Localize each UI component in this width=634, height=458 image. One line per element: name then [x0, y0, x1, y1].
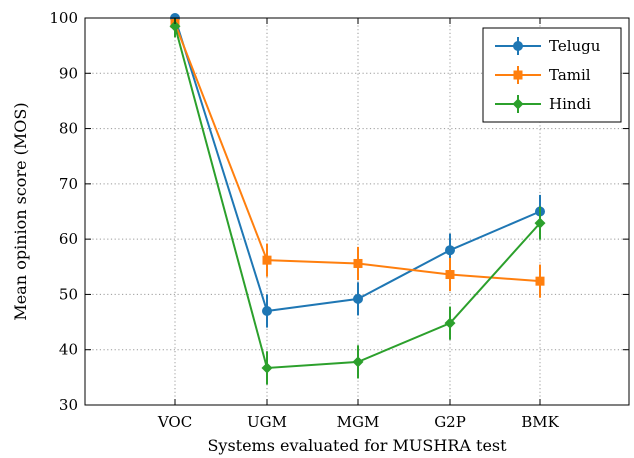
data-point — [445, 270, 455, 280]
data-point — [262, 255, 272, 265]
data-point — [353, 258, 363, 268]
series-layer — [169, 13, 546, 385]
y-axis-label: Mean opinion score (MOS) — [11, 102, 30, 320]
legend-label: Telugu — [549, 37, 601, 55]
data-point — [535, 276, 545, 286]
data-point — [262, 306, 272, 317]
legend-item-hindi: Hindi — [495, 95, 591, 113]
y-tick-label: 30 — [59, 396, 78, 414]
legend: Telugu Tamil Hindi — [482, 27, 622, 123]
y-tick-label: 100 — [49, 9, 78, 27]
data-point — [534, 217, 546, 229]
series-hindi — [169, 18, 546, 385]
legend-marker — [512, 98, 524, 110]
data-point — [444, 317, 456, 329]
y-tick-label: 60 — [59, 230, 78, 248]
grid-lines — [85, 18, 629, 405]
x-tick-label: VOC — [157, 413, 192, 431]
data-point — [445, 245, 455, 256]
x-tick-label: G2P — [434, 413, 466, 431]
x-tick-label: UGM — [247, 413, 287, 431]
legend-item-tamil: Tamil — [495, 66, 591, 84]
x-tick-label: MGM — [337, 413, 380, 431]
y-tick-label: 90 — [59, 64, 78, 82]
data-point — [261, 362, 273, 374]
legend-marker — [513, 70, 523, 80]
data-point — [353, 293, 363, 304]
legend-marker — [513, 41, 523, 51]
y-tick-label: 80 — [59, 120, 78, 138]
data-point — [352, 356, 364, 368]
x-axis-label: Systems evaluated for MUSHRA test — [207, 436, 507, 455]
y-tick-label: 50 — [59, 285, 78, 303]
legend-label: Hindi — [549, 95, 591, 113]
legend-label: Tamil — [549, 66, 591, 84]
axis-ticks: 30 40 50 60 70 80 90 100 VOC UGM MGM G2P BMK — [49, 9, 629, 431]
data-point — [169, 20, 181, 32]
y-tick-label: 70 — [59, 175, 78, 193]
y-tick-label: 40 — [59, 341, 78, 359]
legend-item-telugu: Telugu — [495, 37, 601, 55]
x-tick-label: BMK — [521, 413, 559, 431]
plot-area-frame — [84, 17, 630, 406]
